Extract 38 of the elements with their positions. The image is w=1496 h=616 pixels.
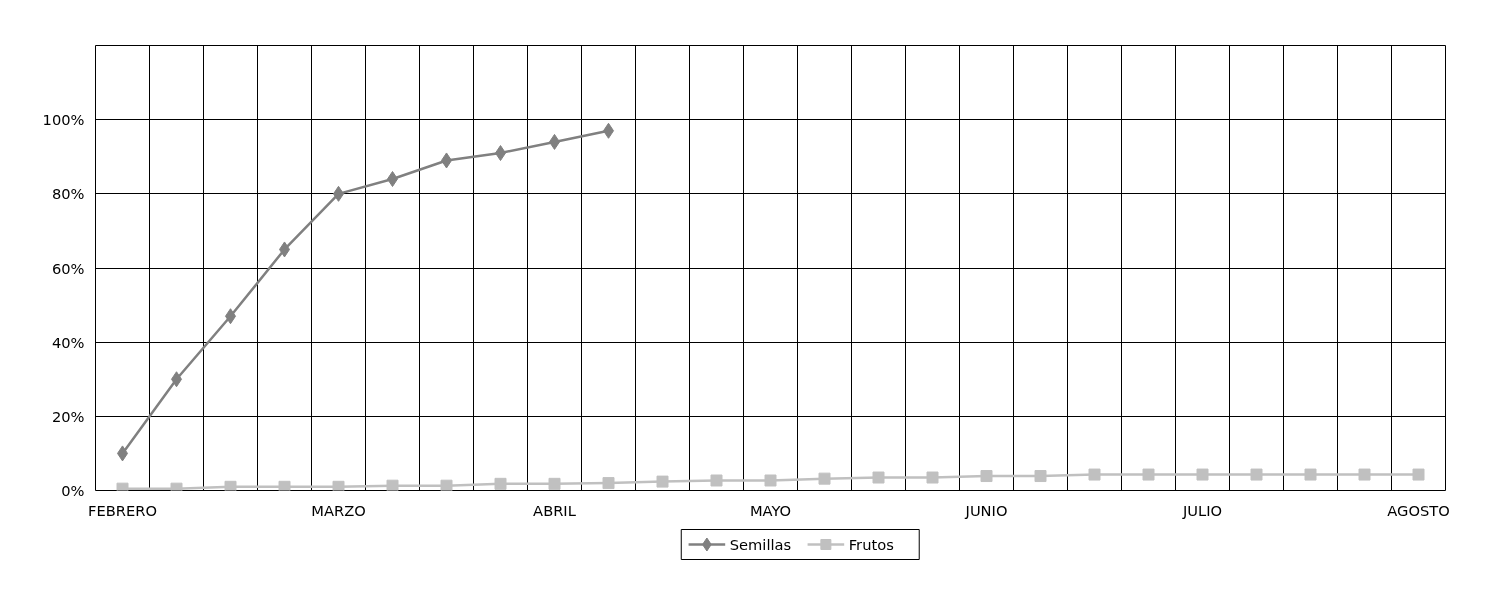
- point: [1196, 468, 1209, 481]
- point: [602, 477, 615, 490]
- point: [440, 479, 453, 491]
- point: [548, 477, 561, 490]
- x-tick-label: JULIO: [1181, 501, 1223, 519]
- point: [332, 480, 345, 491]
- point: [872, 471, 885, 484]
- point: [1142, 468, 1155, 481]
- y-tick-label: 40%: [51, 333, 85, 351]
- point: [1412, 468, 1425, 481]
- point: [224, 480, 237, 491]
- point: [926, 471, 939, 484]
- x-tick-label: JUNIO: [964, 501, 1008, 519]
- point: [278, 480, 291, 491]
- point: [710, 474, 723, 487]
- point: [1358, 468, 1371, 481]
- point: [1034, 470, 1047, 483]
- legend-label: Semillas: [729, 536, 792, 553]
- x-tick-label: AGOSTO: [1387, 501, 1450, 519]
- point: [656, 475, 669, 488]
- x-tick-label: MAYO: [749, 501, 792, 519]
- point: [818, 472, 831, 485]
- y-tick-label: 20%: [51, 407, 85, 425]
- x-tick-label: ABRIL: [533, 501, 577, 519]
- point: [1250, 468, 1263, 481]
- point: [1304, 468, 1317, 481]
- x-tick-label: MARZO: [311, 501, 366, 519]
- point: [1088, 468, 1101, 481]
- point: [980, 470, 993, 483]
- y-tick-label: 80%: [51, 185, 85, 203]
- legend-label: Frutos: [848, 536, 894, 553]
- point: [386, 479, 399, 491]
- x-tick-label: FEBRERO: [88, 501, 157, 519]
- y-tick-label: 100%: [42, 111, 85, 129]
- y-tick-label: 60%: [51, 259, 85, 277]
- y-tick-label: 0%: [61, 482, 85, 499]
- point: [764, 474, 777, 487]
- point: [494, 477, 507, 490]
